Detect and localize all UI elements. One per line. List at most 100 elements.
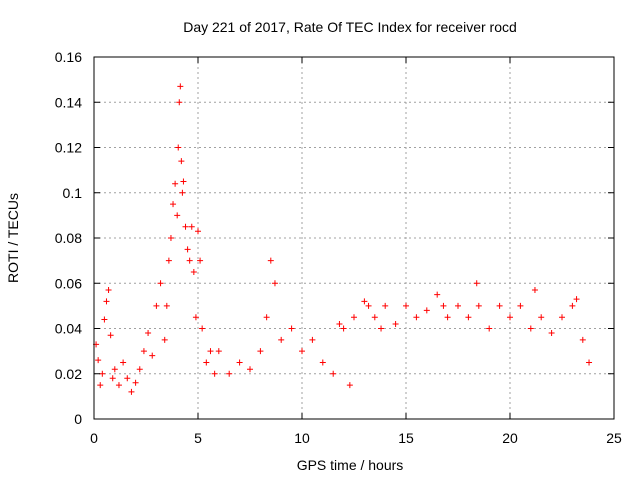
y-tick-label: 0.16 (55, 49, 82, 65)
data-point (199, 325, 206, 332)
data-point (111, 366, 118, 373)
y-tick-label: 0.12 (55, 140, 82, 156)
x-tick-label: 25 (606, 430, 622, 446)
data-point (346, 382, 353, 389)
data-point (288, 325, 295, 332)
data-point (236, 359, 243, 366)
x-tick-label: 0 (90, 430, 98, 446)
data-point (423, 307, 430, 314)
data-point (330, 370, 337, 377)
data-point (403, 302, 409, 309)
data-point (271, 280, 278, 287)
data-point (107, 332, 114, 339)
data-point (278, 336, 285, 343)
data-point (175, 144, 182, 151)
y-tick-label: 0.04 (55, 321, 82, 337)
data-point (176, 99, 183, 106)
chart-title: Day 221 of 2017, Rate Of TEC Index for r… (183, 19, 517, 35)
data-point (361, 298, 368, 305)
x-tick-label: 5 (194, 430, 202, 446)
data-point (149, 352, 156, 359)
data-point (507, 314, 513, 321)
data-point (182, 223, 189, 230)
data-point (486, 325, 493, 332)
data-point (157, 280, 164, 287)
data-points (93, 83, 593, 395)
data-point (140, 348, 147, 355)
data-point (124, 375, 131, 382)
y-tick-label: 0.06 (55, 275, 82, 291)
data-point (120, 359, 127, 366)
data-point (215, 348, 222, 355)
data-point (392, 320, 399, 327)
data-point (371, 314, 378, 321)
data-point (180, 178, 187, 185)
data-point (163, 302, 170, 309)
data-point (569, 302, 576, 309)
data-point (186, 257, 193, 264)
data-point (177, 83, 184, 90)
data-point (548, 330, 555, 337)
data-point (299, 348, 305, 355)
grid-lines (94, 57, 614, 419)
data-point (538, 314, 545, 321)
data-point (153, 302, 160, 309)
data-point (440, 302, 447, 309)
data-point (378, 325, 385, 332)
data-point (319, 359, 326, 366)
data-point (192, 314, 199, 321)
data-point (128, 388, 135, 395)
data-point (309, 336, 316, 343)
data-point (99, 370, 106, 377)
data-point (184, 246, 191, 253)
data-point (496, 302, 503, 309)
data-point (188, 223, 195, 230)
data-point (190, 268, 197, 275)
data-point (95, 357, 102, 364)
data-point (179, 189, 186, 196)
data-point (170, 201, 177, 208)
data-point (340, 325, 347, 332)
data-point (211, 370, 218, 377)
data-point (267, 257, 274, 264)
data-point (257, 348, 264, 355)
x-tick-label: 15 (398, 430, 414, 446)
x-tick-label: 20 (502, 430, 518, 446)
data-point (161, 336, 168, 343)
x-axis-label: GPS time / hours (297, 457, 404, 473)
data-point (559, 314, 565, 321)
data-point (172, 180, 179, 187)
data-point (413, 314, 420, 321)
data-point (136, 366, 143, 373)
data-point (109, 375, 116, 382)
data-point (105, 287, 112, 294)
data-point (103, 298, 110, 305)
x-tick-label: 10 (294, 430, 310, 446)
data-point (444, 314, 451, 321)
y-tick-label: 0.1 (63, 185, 83, 201)
data-point (475, 302, 482, 309)
y-tick-label: 0.08 (55, 230, 82, 246)
data-point (203, 359, 210, 366)
data-point (97, 382, 104, 389)
data-point (586, 359, 593, 366)
data-point (434, 291, 441, 298)
data-point (573, 296, 580, 303)
data-point (165, 257, 172, 264)
data-point (145, 330, 152, 337)
data-point (336, 320, 343, 327)
data-point (207, 348, 214, 355)
data-point (178, 158, 185, 165)
data-point (226, 370, 233, 377)
data-point (527, 325, 534, 332)
data-point (167, 235, 174, 241)
y-tick-label: 0 (74, 411, 82, 427)
data-point (174, 212, 181, 219)
data-point (517, 302, 524, 309)
data-point (197, 257, 204, 264)
data-point (247, 366, 253, 373)
data-point (365, 302, 372, 309)
data-point (531, 287, 538, 294)
data-point (351, 314, 357, 321)
